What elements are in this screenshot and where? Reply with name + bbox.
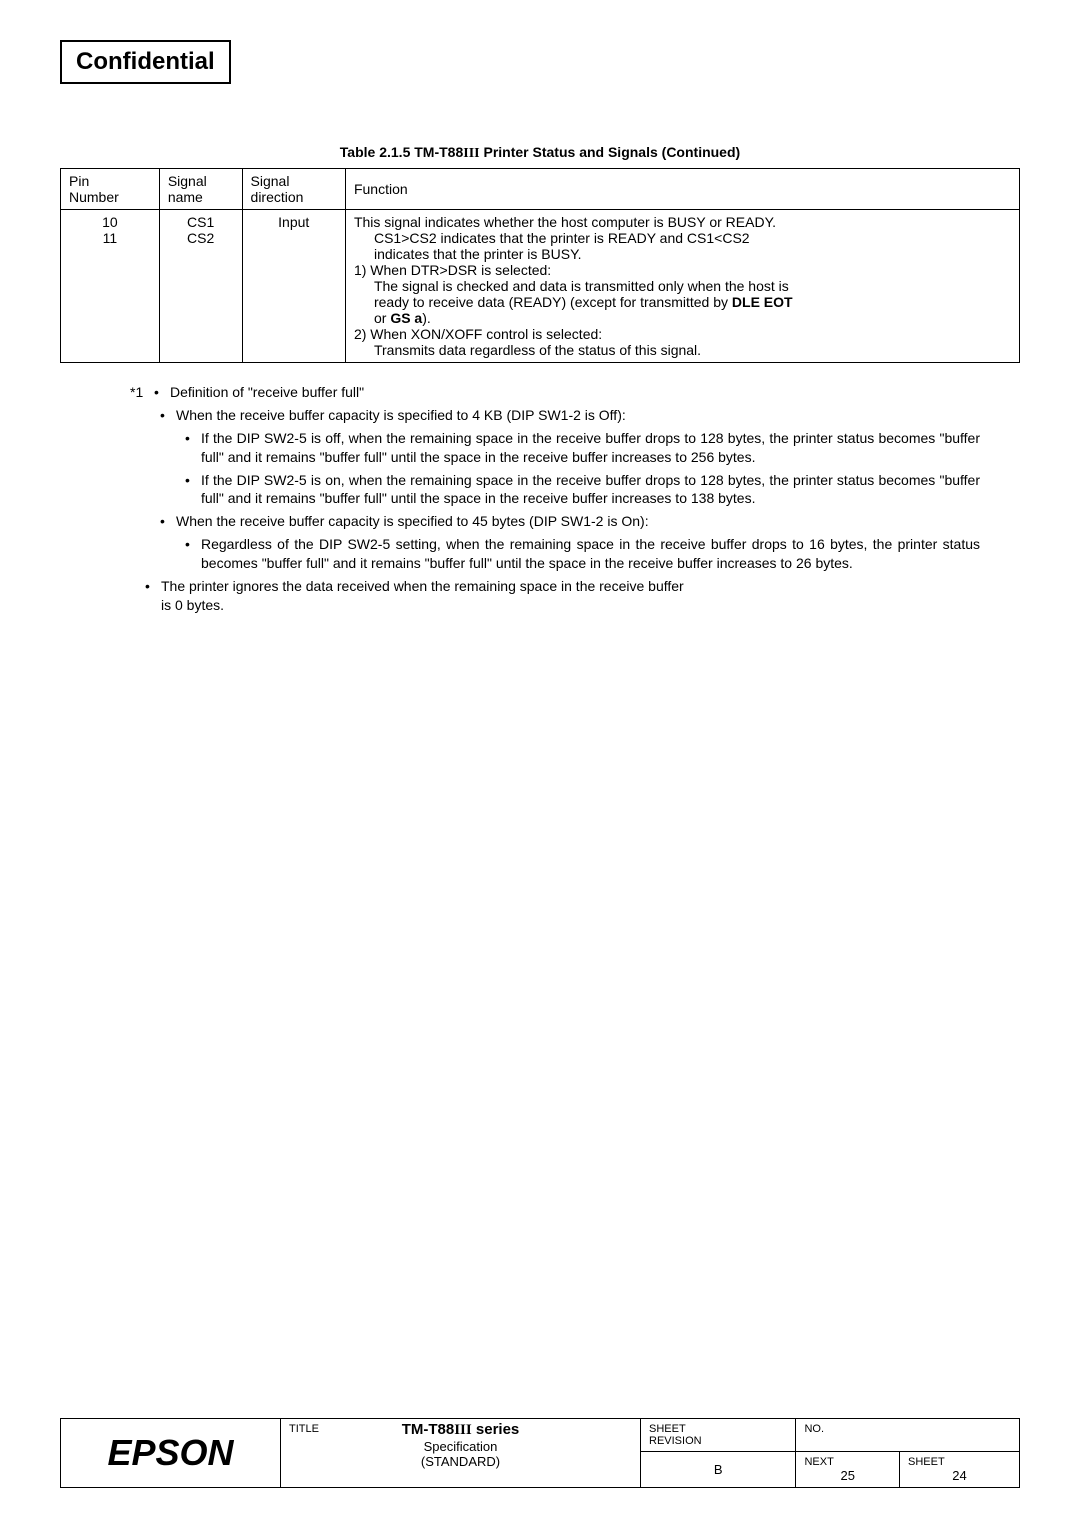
bullet-icon: • xyxy=(185,535,201,573)
bullet-icon: • xyxy=(160,406,176,425)
note-2b-text: If the DIP SW2-5 is on, when the remaini… xyxy=(201,471,980,509)
note-4: • The printer ignores the data received … xyxy=(145,577,980,615)
table-header-row: Pin Number Signal name Signal direction … xyxy=(61,169,1020,210)
sig-cs2: CS2 xyxy=(187,230,214,246)
note-2a: • If the DIP SW2-5 is off, when the rema… xyxy=(185,429,980,467)
title-1b: III xyxy=(454,1422,472,1438)
sheet-value: 24 xyxy=(908,1468,1011,1483)
bullet-icon: • xyxy=(154,383,170,402)
title-3: (STANDARD) xyxy=(289,1454,632,1469)
func-l4b-bold: DLE EOT xyxy=(732,294,793,310)
title-2: Specification xyxy=(289,1439,632,1454)
footer-no-cell: NO. xyxy=(796,1419,1020,1452)
pin-10: 10 xyxy=(102,214,118,230)
no-label: NO. xyxy=(804,1423,1011,1435)
header-signal-dir: Signal direction xyxy=(242,169,345,210)
pin-11: 11 xyxy=(103,230,118,246)
footer-sheet-cell: SHEET 24 xyxy=(900,1452,1020,1488)
bullet-icon: • xyxy=(145,577,161,615)
func-l2b: indicates that the printer is BUSY. xyxy=(374,246,582,262)
header-sig-b: name xyxy=(168,189,203,205)
func-l4b-pre: ready to receive data (READY) (except fo… xyxy=(374,294,732,310)
sheet-label: SHEET xyxy=(649,1423,787,1435)
note-3a-text: Regardless of the DIP SW2-5 setting, whe… xyxy=(201,535,980,573)
title-1c: series xyxy=(472,1421,520,1438)
title-1a: TM-T88 xyxy=(402,1421,455,1438)
note-1-text: Definition of "receive buffer full" xyxy=(170,383,980,402)
note-2b: • If the DIP SW2-5 is on, when the remai… xyxy=(185,471,980,509)
func-l4a: The signal is checked and data is transm… xyxy=(374,278,789,294)
header-pin-a: Pin xyxy=(69,173,89,189)
note-3-text: When the receive buffer capacity is spec… xyxy=(176,512,980,531)
func-l3: 1) When DTR>DSR is selected: xyxy=(354,262,1011,278)
header-pin: Pin Number xyxy=(61,169,160,210)
caption-prefix: Table 2.1.5 TM-T88 xyxy=(340,144,463,160)
func-l4c-bold: GS a xyxy=(390,310,422,326)
sheet2-label: SHEET xyxy=(908,1456,1011,1468)
header-sig-a: Signal xyxy=(168,173,207,189)
note-2: • When the receive buffer capacity is sp… xyxy=(160,406,980,425)
epson-logo: EPSON xyxy=(61,1419,281,1488)
note-4a: The printer ignores the data received wh… xyxy=(161,578,684,594)
next-value: 25 xyxy=(804,1468,891,1483)
func-l5: 2) When XON/XOFF control is selected: xyxy=(354,326,1011,342)
footer-revision: B xyxy=(641,1452,796,1488)
header-pin-b: Number xyxy=(69,189,119,205)
note-4b: is 0 bytes. xyxy=(161,597,224,613)
bullet-icon: • xyxy=(185,471,201,509)
header-function: Function xyxy=(345,169,1019,210)
sig-cs1: CS1 xyxy=(187,214,214,230)
note-4-text: The printer ignores the data received wh… xyxy=(161,577,980,615)
footer-next-cell: NEXT 25 xyxy=(796,1452,900,1488)
confidential-box: Confidential xyxy=(60,40,231,84)
note-star: *1 xyxy=(130,383,154,402)
table-caption: Table 2.1.5 TM-T88III Printer Status and… xyxy=(60,144,1020,162)
footer-sheet-rev-cell: SHEET REVISION xyxy=(641,1419,796,1452)
header-dir-a: Signal xyxy=(251,173,290,189)
footer-table: EPSON TITLE TM-T88III series Specificati… xyxy=(60,1418,1020,1488)
note-2-text: When the receive buffer capacity is spec… xyxy=(176,406,980,425)
header-signal-name: Signal name xyxy=(159,169,242,210)
func-l4c-post: ). xyxy=(422,310,431,326)
note-2a-text: If the DIP SW2-5 is off, when the remain… xyxy=(201,429,980,467)
cell-function: This signal indicates whether the host c… xyxy=(345,210,1019,363)
header-dir-b: direction xyxy=(251,189,304,205)
func-l1: This signal indicates whether the host c… xyxy=(354,214,1011,230)
note-3: • When the receive buffer capacity is sp… xyxy=(160,512,980,531)
signals-table: Pin Number Signal name Signal direction … xyxy=(60,168,1020,363)
func-l2a: CS1>CS2 indicates that the printer is RE… xyxy=(374,230,750,246)
note-1: *1 • Definition of "receive buffer full" xyxy=(130,383,980,402)
bullet-icon: • xyxy=(185,429,201,467)
note-3a: • Regardless of the DIP SW2-5 setting, w… xyxy=(185,535,980,573)
revision-label: REVISION xyxy=(649,1435,787,1447)
footer-title-cell: TITLE TM-T88III series Specification (ST… xyxy=(281,1419,641,1488)
footer: EPSON TITLE TM-T88III series Specificati… xyxy=(60,1418,1020,1488)
func-l4c-pre: or xyxy=(374,310,390,326)
func-l6: Transmits data regardless of the status … xyxy=(354,342,1011,358)
bullet-icon: • xyxy=(160,512,176,531)
caption-suffix: Printer Status and Signals (Continued) xyxy=(480,144,741,160)
notes-block: *1 • Definition of "receive buffer full"… xyxy=(130,383,980,615)
cell-pin: 10 11 xyxy=(61,210,160,363)
cell-direction: Input xyxy=(242,210,345,363)
footer-row-1: EPSON TITLE TM-T88III series Specificati… xyxy=(61,1419,1020,1452)
cell-signal: CS1 CS2 xyxy=(159,210,242,363)
next-label: NEXT xyxy=(804,1456,891,1468)
table-row: 10 11 CS1 CS2 Input This signal indicate… xyxy=(61,210,1020,363)
caption-roman: III xyxy=(463,146,479,161)
